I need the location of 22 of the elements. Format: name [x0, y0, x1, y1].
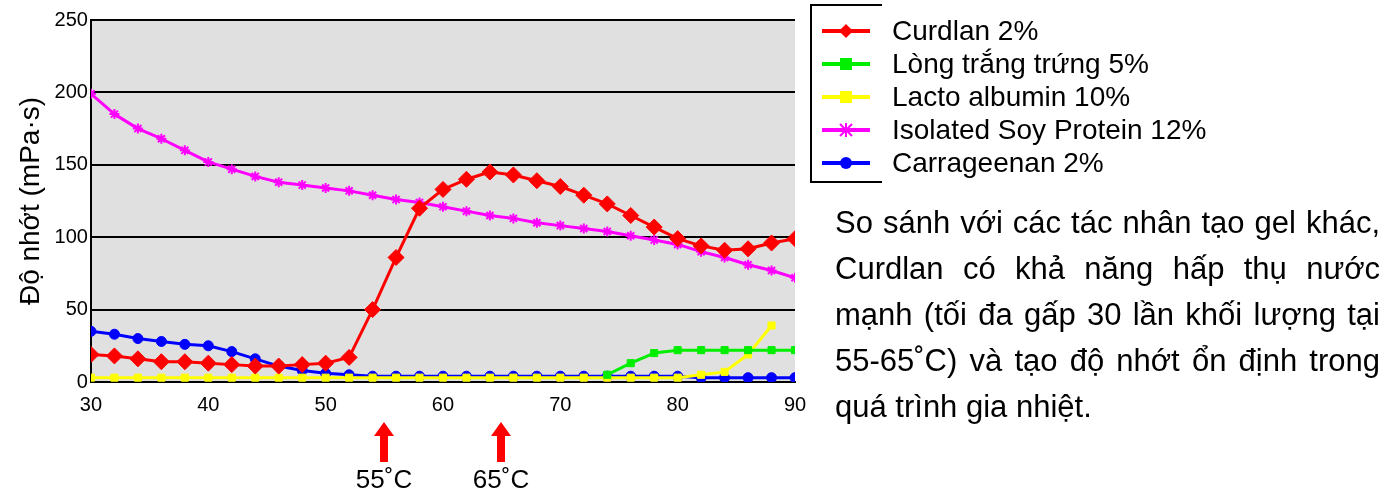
y-tick-label: 250 [54, 7, 88, 30]
y-tick-label: 150 [54, 152, 88, 175]
legend-label: Lacto albumin 10% [892, 80, 1131, 113]
legend-label: Lòng trắng trứng 5% [892, 47, 1149, 80]
y-tick-label: 100 [54, 224, 88, 247]
text: 65˚C [471, 464, 531, 495]
legend-label: Curdlan 2% [892, 14, 1039, 47]
y-axis-title: Độ nhớt (mPa·s) [13, 96, 45, 306]
y-tick-label: 200 [54, 79, 88, 102]
x-tick-label: 70 [549, 392, 572, 415]
text: 55˚C [354, 464, 414, 495]
y-tick-label: 0 [76, 369, 88, 392]
x-tick-label: 80 [666, 392, 689, 415]
x-tick-label: 90 [783, 392, 807, 415]
x-tick-label: 50 [314, 392, 337, 415]
text: So sánh với các tác nhân tạo gel khác, Curdlan có khả năng hấp thụ nước mạnh (tối đa gấp 30 lần khối lượng tại 55-65˚C) và tạo độ nhớt ổn định trong quá trình gia nhiệt. [835, 204, 1380, 426]
y-tick-label: 50 [65, 297, 88, 320]
x-tick-label: 40 [197, 392, 220, 415]
legend-label: Isolated Soy Protein 12% [892, 113, 1207, 146]
x-tick-label: 30 [79, 392, 103, 415]
x-tick-label: 60 [431, 392, 455, 415]
legend-label: Carrageenan 2% [892, 146, 1104, 179]
